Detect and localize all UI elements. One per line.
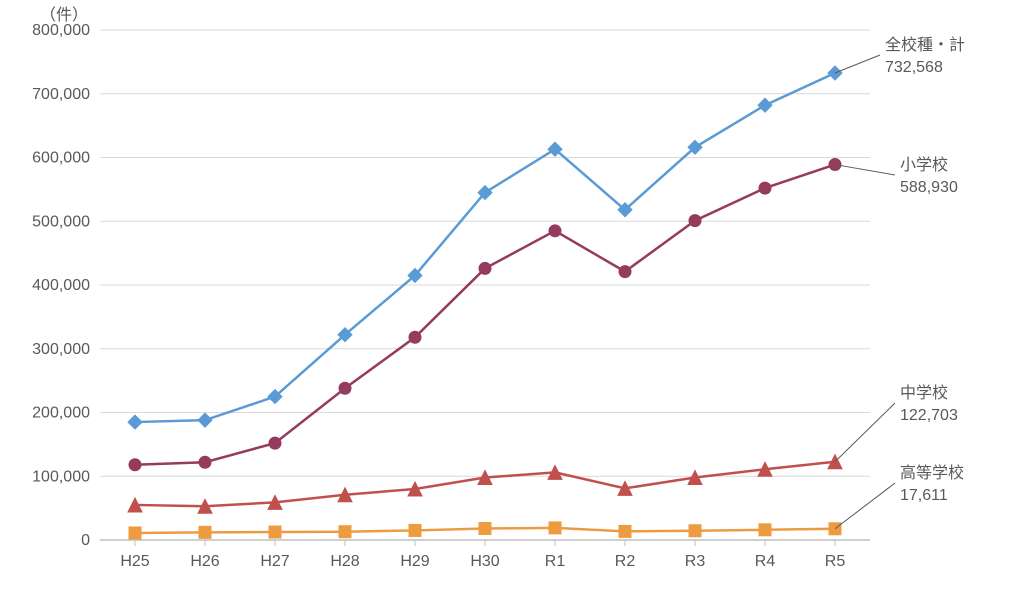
- y-tick-label: 600,000: [32, 150, 90, 167]
- x-tick-label: H29: [400, 553, 429, 570]
- series-marker: [339, 526, 351, 538]
- x-tick-label: R5: [825, 553, 846, 570]
- series-label-value: 732,568: [885, 59, 943, 76]
- series-label-name: 小学校: [900, 156, 948, 174]
- series-marker: [269, 526, 281, 538]
- x-tick-label: R3: [685, 553, 706, 570]
- series-marker: [619, 266, 631, 278]
- y-tick-label: 200,000: [32, 405, 90, 422]
- series-marker: [269, 437, 281, 449]
- series-marker: [689, 525, 701, 537]
- series-label-value: 122,703: [900, 407, 958, 424]
- series-label-name: 全校種・計: [885, 36, 965, 54]
- x-tick-label: H30: [470, 553, 499, 570]
- series-marker: [199, 526, 211, 538]
- y-tick-label: 800,000: [32, 22, 90, 39]
- y-tick-label: 0: [81, 532, 90, 549]
- series-marker: [479, 523, 491, 535]
- series-marker: [409, 331, 421, 343]
- series-label-value: 588,930: [900, 179, 958, 196]
- x-tick-label: R1: [545, 553, 566, 570]
- line-chart: 0 100,000 200,000 300,000 400,000 500,000 600,…: [0, 0, 1024, 592]
- series-label-name: 高等学校: [900, 464, 964, 482]
- y-tick-label: 700,000: [32, 86, 90, 103]
- y-tick-label: 400,000: [32, 277, 90, 294]
- x-tick-label: H27: [260, 553, 289, 570]
- x-tick-label: H25: [120, 553, 149, 570]
- series-marker: [619, 525, 631, 537]
- series-marker: [549, 225, 561, 237]
- series-marker: [129, 527, 141, 539]
- y-tick-label: 300,000: [32, 341, 90, 358]
- series-marker: [759, 182, 771, 194]
- series-marker: [759, 524, 771, 536]
- series-marker: [339, 382, 351, 394]
- series-label-name: 中学校: [900, 384, 948, 402]
- x-tick-label: H26: [190, 553, 219, 570]
- series-marker: [199, 456, 211, 468]
- y-tick-label: 500,000: [32, 213, 90, 230]
- x-tick-label: H28: [330, 553, 359, 570]
- y-tick-label: 100,000: [32, 468, 90, 485]
- series-marker: [549, 522, 561, 534]
- x-tick-label: R2: [615, 553, 636, 570]
- chart-container: 0 100,000 200,000 300,000 400,000 500,000 600,…: [0, 0, 1024, 592]
- series-marker: [689, 215, 701, 227]
- x-tick-label: R4: [755, 553, 776, 570]
- series-marker: [409, 524, 421, 536]
- y-axis-unit-label: （件）: [40, 6, 88, 24]
- series-label-value: 17,611: [900, 487, 948, 504]
- series-marker: [129, 459, 141, 471]
- series-marker: [479, 262, 491, 274]
